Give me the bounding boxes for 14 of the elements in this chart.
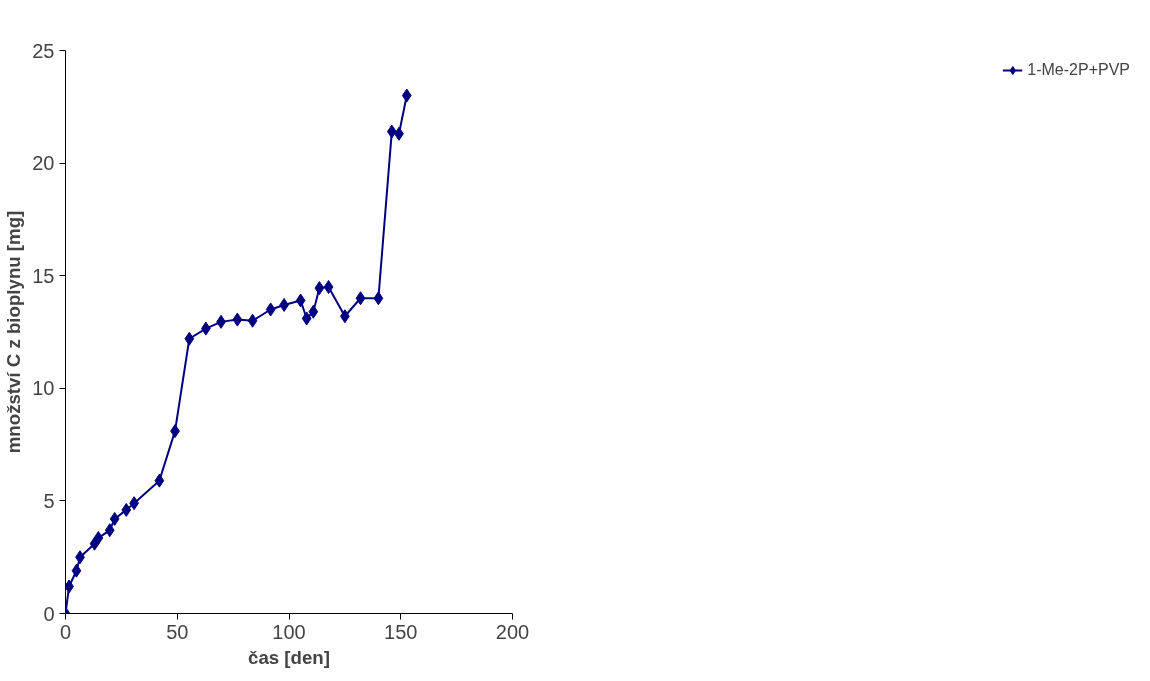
x-axis-title: čas [den] xyxy=(248,646,330,668)
x-tick-label: 200 xyxy=(495,620,530,643)
y-tick-label: 20 xyxy=(32,152,55,175)
y-tick-label: 10 xyxy=(32,377,55,400)
y-tick-label: 0 xyxy=(43,602,55,625)
x-tick-label: 150 xyxy=(384,620,418,643)
y-tick-label: 15 xyxy=(32,264,55,287)
y-tick-label: 5 xyxy=(43,489,55,512)
x-tick-label: 0 xyxy=(59,620,72,643)
y-tick-label: 25 xyxy=(32,39,55,62)
x-tick-label: 100 xyxy=(272,620,306,643)
x-tick-label: 50 xyxy=(166,620,189,643)
legend-label: 1-Me-2P+PVP xyxy=(1027,61,1130,79)
y-axis-title: množství C z bioplynu [mg] xyxy=(3,210,25,454)
